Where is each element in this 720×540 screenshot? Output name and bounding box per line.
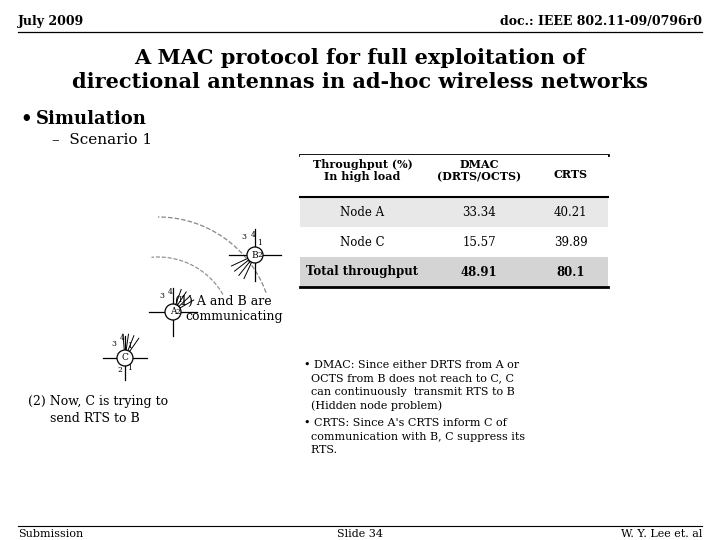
Text: (DRTS/OCTS): (DRTS/OCTS) bbox=[437, 171, 521, 182]
Text: (2) Now, C is trying to: (2) Now, C is trying to bbox=[28, 395, 168, 408]
Text: • CRTS: Since A's CRTS inform C of: • CRTS: Since A's CRTS inform C of bbox=[304, 418, 507, 428]
Text: Submission: Submission bbox=[18, 529, 84, 539]
Text: B: B bbox=[252, 251, 258, 260]
Text: Throughput (%): Throughput (%) bbox=[312, 159, 413, 170]
Text: In high load: In high load bbox=[324, 171, 401, 182]
Text: 40.21: 40.21 bbox=[554, 206, 588, 219]
Bar bbox=[300, 155, 608, 197]
Text: C: C bbox=[122, 354, 128, 362]
Text: doc.: IEEE 802.11-09/0796r0: doc.: IEEE 802.11-09/0796r0 bbox=[500, 15, 702, 28]
Text: (Hidden node problem): (Hidden node problem) bbox=[304, 401, 442, 411]
Text: July 2009: July 2009 bbox=[18, 15, 84, 28]
Text: • DMAC: Since either DRTS from A or: • DMAC: Since either DRTS from A or bbox=[304, 360, 519, 370]
Text: 1: 1 bbox=[127, 342, 132, 350]
Text: 4: 4 bbox=[120, 334, 125, 342]
Text: Simulation: Simulation bbox=[36, 110, 147, 128]
Text: 4: 4 bbox=[251, 231, 256, 239]
Circle shape bbox=[117, 350, 133, 366]
Bar bbox=[300, 197, 608, 227]
Text: 3: 3 bbox=[241, 233, 246, 241]
Text: can continuously  transmit RTS to B: can continuously transmit RTS to B bbox=[304, 387, 515, 397]
Text: DMAC: DMAC bbox=[459, 159, 499, 170]
Text: 80.1: 80.1 bbox=[557, 266, 585, 279]
Text: 1: 1 bbox=[127, 364, 132, 372]
Text: OCTS from B does not reach to C, C: OCTS from B does not reach to C, C bbox=[304, 374, 514, 383]
Bar bbox=[300, 227, 608, 257]
Circle shape bbox=[165, 304, 181, 320]
Text: 15.57: 15.57 bbox=[462, 235, 496, 248]
Text: 3: 3 bbox=[111, 340, 116, 348]
Text: 1: 1 bbox=[257, 239, 262, 247]
Text: CRTS: CRTS bbox=[554, 169, 588, 180]
Text: 4: 4 bbox=[168, 288, 173, 296]
Text: (1) A and B are: (1) A and B are bbox=[175, 295, 271, 308]
Text: A: A bbox=[170, 307, 176, 316]
Text: Node A: Node A bbox=[341, 206, 384, 219]
Text: •: • bbox=[20, 110, 32, 128]
Text: 2: 2 bbox=[257, 251, 262, 259]
Text: Node C: Node C bbox=[340, 235, 384, 248]
Text: send RTS to B: send RTS to B bbox=[50, 412, 140, 425]
Text: 33.34: 33.34 bbox=[462, 206, 496, 219]
Text: Slide 34: Slide 34 bbox=[337, 529, 383, 539]
Text: directional antennas in ad-hoc wireless networks: directional antennas in ad-hoc wireless … bbox=[72, 72, 648, 92]
Text: 39.89: 39.89 bbox=[554, 235, 588, 248]
Text: communicating: communicating bbox=[185, 310, 283, 323]
Text: RTS.: RTS. bbox=[304, 445, 337, 455]
Text: 3: 3 bbox=[159, 292, 164, 300]
Text: 1: 1 bbox=[177, 296, 182, 304]
Circle shape bbox=[247, 247, 263, 263]
Text: communication with B, C suppress its: communication with B, C suppress its bbox=[304, 431, 525, 442]
Text: 48.91: 48.91 bbox=[461, 266, 498, 279]
Text: W. Y. Lee et. al: W. Y. Lee et. al bbox=[621, 529, 702, 539]
Bar bbox=[300, 257, 608, 287]
Text: 2: 2 bbox=[175, 308, 180, 316]
Text: Total throughput: Total throughput bbox=[307, 266, 418, 279]
Text: 2: 2 bbox=[117, 366, 122, 374]
Text: A MAC protocol for full exploitation of: A MAC protocol for full exploitation of bbox=[135, 48, 585, 68]
Text: –  Scenario 1: – Scenario 1 bbox=[52, 133, 152, 147]
